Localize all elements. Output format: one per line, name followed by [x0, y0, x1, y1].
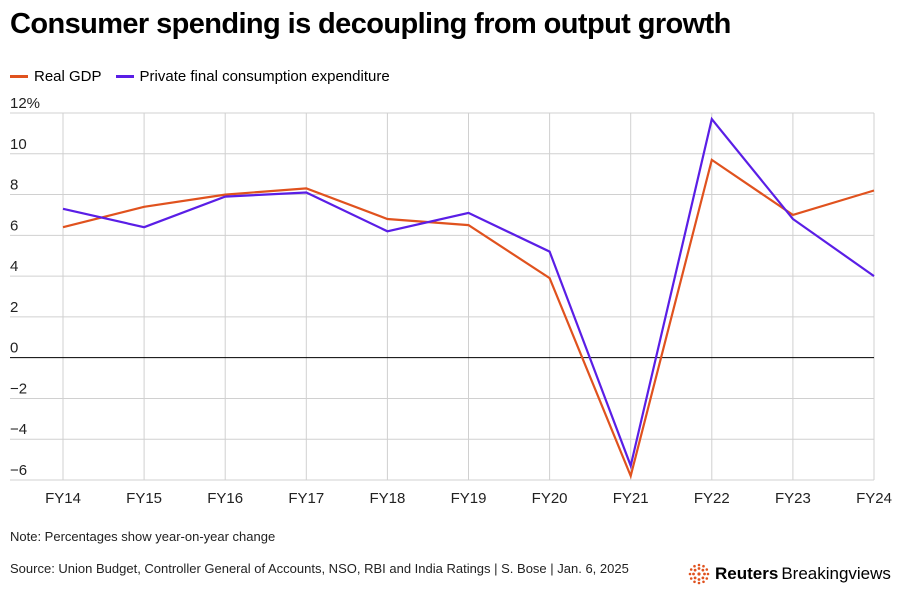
legend-item-real-gdp: Real GDP	[10, 68, 102, 85]
y-tick-label: 8	[10, 177, 18, 194]
chart-title: Consumer spending is decoupling from out…	[10, 8, 731, 40]
y-tick-label: −4	[10, 421, 27, 438]
series-line-consumption	[62, 116, 875, 470]
chart-note: Note: Percentages show year-on-year chan…	[10, 529, 276, 544]
y-gridlines	[10, 112, 874, 481]
legend-swatch-consumption	[115, 75, 134, 78]
x-tick-label: FY20	[532, 490, 568, 507]
series-lines	[62, 116, 875, 480]
y-tick-label: 12%	[10, 95, 40, 112]
x-tick-label: FY14	[45, 490, 81, 507]
y-tick-label: 6	[10, 217, 18, 234]
legend-item-consumption: Private final consumption expenditure	[115, 68, 390, 85]
x-tick-label: FY23	[775, 490, 811, 507]
x-gridlines	[62, 113, 875, 480]
y-tick-label: 0	[10, 340, 18, 357]
x-tick-label: FY15	[126, 490, 162, 507]
y-tick-label: −6	[10, 462, 27, 479]
x-tick-label: FY22	[694, 490, 730, 507]
series-line-real-gdp	[62, 158, 875, 480]
brand-logo: Reuters Breakingviews	[688, 563, 891, 585]
y-tick-label: 2	[10, 299, 18, 316]
brand-name-bold: Reuters	[715, 564, 779, 583]
x-tick-label: FY19	[451, 490, 487, 507]
x-tick-label: FY17	[288, 490, 324, 507]
y-axis-labels: −6 −4 −2 0 2 4 6 8 10 12%	[10, 95, 40, 479]
legend-label-consumption: Private final consumption expenditure	[139, 68, 390, 85]
y-tick-label: −2	[10, 380, 27, 397]
x-tick-label: FY18	[369, 490, 405, 507]
y-tick-label: 10	[10, 136, 27, 153]
x-tick-label: FY16	[207, 490, 243, 507]
brand-name-light: Breakingviews	[781, 564, 891, 583]
x-tick-label: FY24	[856, 490, 892, 507]
x-axis-labels: FY14 FY15 FY16 FY17 FY18 FY19 FY20 FY21 FY22 FY23…	[45, 490, 892, 507]
y-tick-label: 4	[10, 258, 18, 275]
chart-source: Source: Union Budget, Controller General…	[10, 561, 629, 576]
legend: Real GDP Private final consumption expen…	[10, 68, 404, 85]
legend-swatch-real-gdp	[10, 75, 28, 78]
x-tick-label: FY21	[613, 490, 649, 507]
reuters-logo-icon	[688, 563, 710, 585]
legend-label-real-gdp: Real GDP	[34, 68, 102, 85]
